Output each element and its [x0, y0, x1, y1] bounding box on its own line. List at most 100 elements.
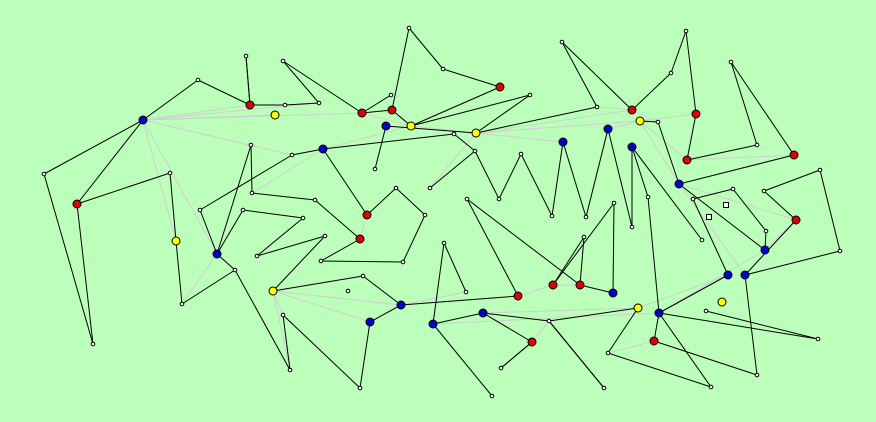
square-marker[interactable] [723, 202, 729, 208]
node-small[interactable] [318, 258, 324, 264]
node-small[interactable] [703, 308, 709, 314]
node-red[interactable] [575, 280, 585, 290]
node-yellow[interactable] [717, 297, 727, 307]
node-small[interactable] [90, 341, 96, 347]
node-small[interactable] [232, 267, 238, 273]
node-small[interactable] [761, 188, 767, 194]
node-small[interactable] [357, 385, 363, 391]
node-blue[interactable] [740, 270, 750, 280]
node-small[interactable] [167, 170, 173, 176]
node-small[interactable] [372, 166, 378, 172]
node-small[interactable] [837, 248, 843, 254]
node-blue[interactable] [381, 121, 391, 131]
node-red[interactable] [355, 234, 365, 244]
node-yellow[interactable] [270, 110, 280, 120]
node-small[interactable] [248, 142, 254, 148]
node-blue[interactable] [674, 179, 684, 189]
node-small[interactable] [549, 213, 555, 219]
node-small[interactable] [645, 194, 651, 200]
node-small[interactable] [345, 288, 351, 294]
node-yellow[interactable] [171, 236, 181, 246]
node-blue[interactable] [760, 245, 770, 255]
node-small[interactable] [690, 196, 696, 202]
node-small[interactable] [243, 53, 249, 59]
square-marker[interactable] [706, 214, 712, 220]
node-blue[interactable] [603, 124, 613, 134]
node-small[interactable] [546, 318, 552, 324]
node-small[interactable] [754, 372, 760, 378]
node-small[interactable] [360, 273, 366, 279]
node-blue[interactable] [212, 249, 222, 259]
node-small[interactable] [464, 196, 470, 202]
node-small[interactable] [406, 25, 412, 31]
node-small[interactable] [629, 224, 635, 230]
node-small[interactable] [728, 59, 734, 65]
node-small[interactable] [195, 77, 201, 83]
node-small[interactable] [280, 312, 286, 318]
node-small[interactable] [300, 215, 306, 221]
node-small[interactable] [441, 240, 447, 246]
node-small[interactable] [280, 58, 286, 64]
node-small[interactable] [730, 186, 736, 192]
node-small[interactable] [312, 197, 318, 203]
node-yellow[interactable] [635, 116, 645, 126]
node-small[interactable] [655, 119, 661, 125]
node-small[interactable] [699, 237, 705, 243]
node-small[interactable] [708, 384, 714, 390]
node-small[interactable] [527, 92, 533, 98]
node-yellow[interactable] [406, 121, 416, 131]
node-red[interactable] [791, 215, 801, 225]
node-red[interactable] [357, 108, 367, 118]
node-red[interactable] [789, 150, 799, 160]
node-blue[interactable] [138, 115, 148, 125]
node-red[interactable] [691, 109, 701, 119]
node-small[interactable] [388, 92, 394, 98]
node-yellow[interactable] [471, 128, 481, 138]
node-blue[interactable] [608, 288, 618, 298]
node-small[interactable] [440, 66, 446, 72]
node-small[interactable] [754, 142, 760, 148]
node-small[interactable] [400, 259, 406, 265]
node-blue[interactable] [318, 144, 328, 154]
node-red[interactable] [513, 291, 523, 301]
node-small[interactable] [249, 190, 255, 196]
node-red[interactable] [245, 100, 255, 110]
node-small[interactable] [289, 152, 295, 158]
node-small[interactable] [422, 212, 428, 218]
node-small[interactable] [254, 253, 260, 259]
node-small[interactable] [322, 233, 328, 239]
node-small[interactable] [489, 393, 495, 399]
node-small[interactable] [393, 185, 399, 191]
node-red[interactable] [72, 199, 82, 209]
node-small[interactable] [815, 336, 821, 342]
node-small[interactable] [282, 102, 288, 108]
node-small[interactable] [683, 28, 689, 34]
node-small[interactable] [583, 214, 589, 220]
node-yellow[interactable] [633, 303, 643, 313]
node-small[interactable] [472, 148, 478, 154]
node-blue[interactable] [723, 270, 733, 280]
node-small[interactable] [463, 289, 469, 295]
node-red[interactable] [627, 105, 637, 115]
node-blue[interactable] [396, 300, 406, 310]
node-red[interactable] [649, 336, 659, 346]
node-small[interactable] [451, 131, 457, 137]
node-small[interactable] [316, 100, 322, 106]
node-red[interactable] [548, 280, 558, 290]
node-blue[interactable] [365, 317, 375, 327]
node-small[interactable] [41, 171, 47, 177]
node-small[interactable] [581, 234, 587, 240]
node-red[interactable] [527, 337, 537, 347]
node-small[interactable] [179, 301, 185, 307]
node-red[interactable] [495, 82, 505, 92]
node-small[interactable] [763, 228, 769, 234]
node-small[interactable] [197, 207, 203, 213]
node-small[interactable] [498, 365, 504, 371]
node-red[interactable] [682, 155, 692, 165]
node-small[interactable] [240, 207, 246, 213]
node-small[interactable] [496, 196, 502, 202]
node-red[interactable] [362, 210, 372, 220]
node-small[interactable] [601, 385, 607, 391]
node-blue[interactable] [558, 137, 568, 147]
node-small[interactable] [427, 185, 433, 191]
